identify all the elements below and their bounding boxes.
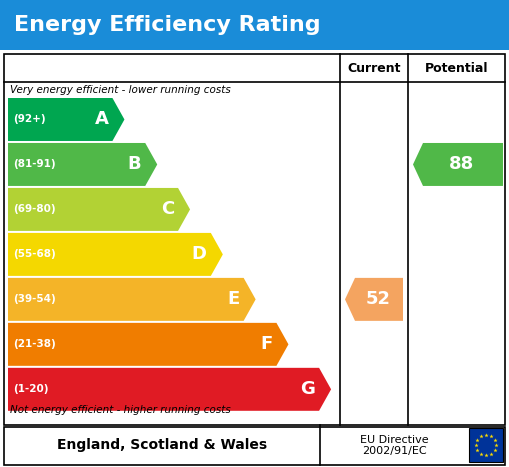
- Text: 88: 88: [449, 156, 474, 173]
- Polygon shape: [8, 233, 223, 276]
- Text: 2002/91/EC: 2002/91/EC: [362, 446, 427, 456]
- Text: G: G: [300, 380, 315, 398]
- Text: Potential: Potential: [425, 62, 488, 75]
- Bar: [4, 427, 505, 465]
- Polygon shape: [413, 143, 503, 186]
- Polygon shape: [8, 368, 331, 411]
- Text: (55-68): (55-68): [13, 249, 56, 259]
- Polygon shape: [8, 188, 190, 231]
- Text: (1-20): (1-20): [13, 384, 48, 394]
- Text: Very energy efficient - lower running costs: Very energy efficient - lower running co…: [10, 85, 231, 95]
- Text: (92+): (92+): [13, 114, 46, 125]
- Bar: [0, 0, 509, 50]
- Polygon shape: [8, 278, 256, 321]
- Text: Energy Efficiency Rating: Energy Efficiency Rating: [14, 15, 321, 35]
- Text: (21-38): (21-38): [13, 340, 56, 349]
- Text: (69-80): (69-80): [13, 205, 55, 214]
- Text: E: E: [228, 290, 240, 308]
- Text: EU Directive: EU Directive: [360, 435, 429, 445]
- Text: Not energy efficient - higher running costs: Not energy efficient - higher running co…: [10, 405, 231, 415]
- Polygon shape: [8, 143, 157, 186]
- Bar: [469, 428, 503, 462]
- Text: F: F: [260, 335, 272, 354]
- Text: A: A: [95, 111, 108, 128]
- Polygon shape: [8, 98, 124, 141]
- Text: 52: 52: [365, 290, 390, 308]
- Bar: [4, 54, 505, 425]
- Text: (81-91): (81-91): [13, 159, 55, 170]
- Polygon shape: [345, 278, 403, 321]
- Text: Current: Current: [347, 62, 401, 75]
- Text: C: C: [161, 200, 174, 219]
- Text: England, Scotland & Wales: England, Scotland & Wales: [57, 438, 267, 452]
- Text: D: D: [192, 245, 207, 263]
- Polygon shape: [8, 323, 289, 366]
- Text: (39-54): (39-54): [13, 294, 56, 304]
- Text: B: B: [128, 156, 141, 173]
